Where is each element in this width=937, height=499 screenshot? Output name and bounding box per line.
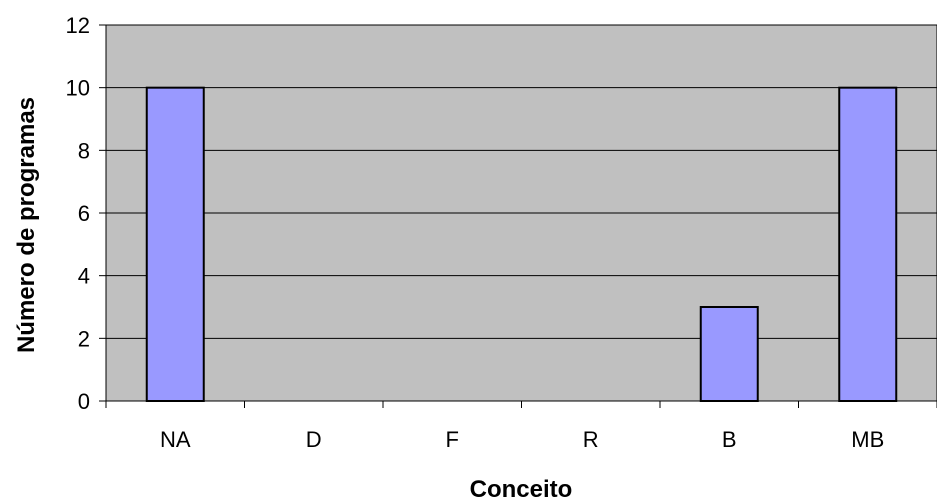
x-tick-label: F [446,427,459,452]
x-tick-label: NA [160,427,191,452]
x-tick-label: D [306,427,322,452]
y-tick-label: 0 [78,389,90,414]
x-tick-label: R [583,427,599,452]
x-tick-label: MB [851,427,884,452]
y-tick-label: 4 [78,264,90,289]
x-axis-title: Conceito [470,476,573,499]
bar-mb [838,86,898,403]
bar-b [699,306,759,402]
y-tick-label: 8 [78,138,90,163]
y-axis-title: Número de programas [13,97,40,353]
y-tick-label: 2 [78,326,90,351]
y-tick-label: 12 [66,13,90,38]
y-tick-label: 6 [78,201,90,226]
gridlines [106,24,937,339]
x-axis-ticks: NA D F R B MB [105,401,937,452]
y-tick-label: 10 [66,76,90,101]
bar-na [145,86,205,403]
x-tick-label: B [722,427,737,452]
y-axis-ticks: 0 2 4 6 8 10 12 [66,13,106,414]
